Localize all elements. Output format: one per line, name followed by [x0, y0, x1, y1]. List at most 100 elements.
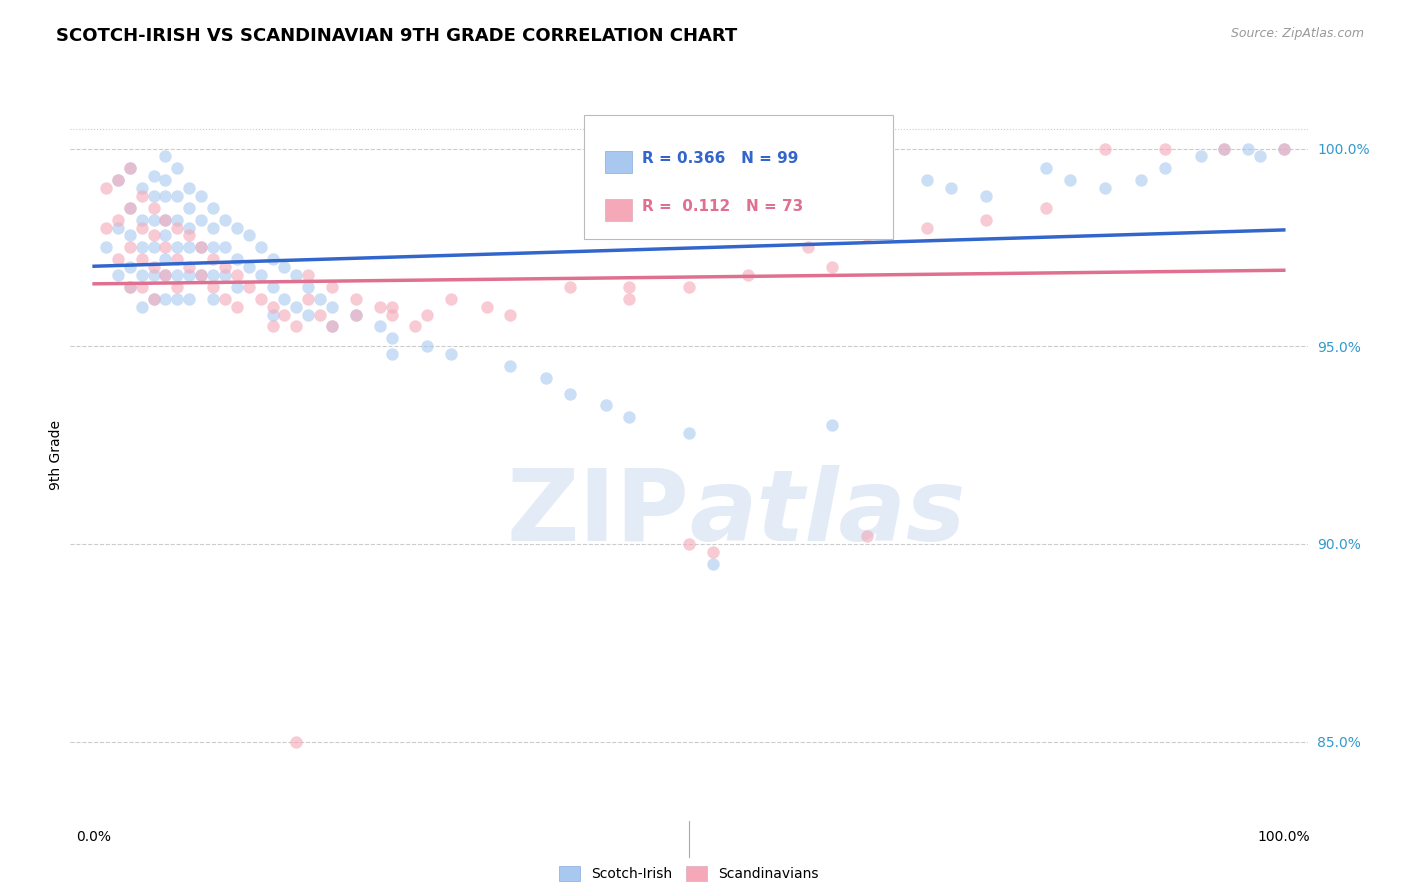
- Point: [1035, 161, 1057, 176]
- Point: [915, 173, 938, 187]
- Point: [416, 308, 439, 322]
- Y-axis label: 9th Grade: 9th Grade: [49, 420, 63, 490]
- Point: [166, 252, 188, 267]
- Point: [225, 300, 247, 314]
- Point: [142, 268, 165, 282]
- Point: [1130, 173, 1153, 187]
- Point: [309, 292, 332, 306]
- Point: [1272, 141, 1295, 155]
- Point: [142, 292, 165, 306]
- Point: [179, 268, 201, 282]
- Point: [118, 240, 141, 254]
- Point: [166, 292, 188, 306]
- Point: [1153, 161, 1175, 176]
- Point: [297, 308, 319, 322]
- Point: [321, 300, 343, 314]
- Point: [142, 189, 165, 203]
- Point: [856, 529, 879, 543]
- Point: [238, 280, 260, 294]
- Point: [440, 347, 463, 361]
- Point: [94, 240, 117, 254]
- Point: [225, 220, 247, 235]
- Point: [131, 252, 153, 267]
- Point: [190, 240, 212, 254]
- Point: [321, 280, 343, 294]
- Point: [856, 228, 879, 243]
- Point: [166, 240, 188, 254]
- Point: [179, 201, 201, 215]
- Point: [142, 201, 165, 215]
- Point: [107, 220, 129, 235]
- Point: [238, 228, 260, 243]
- Point: [214, 240, 236, 254]
- Point: [142, 169, 165, 184]
- Text: ZIP: ZIP: [506, 465, 689, 562]
- Point: [344, 292, 367, 306]
- Point: [297, 268, 319, 282]
- Point: [595, 399, 617, 413]
- Point: [107, 252, 129, 267]
- Point: [380, 300, 402, 314]
- Point: [1213, 141, 1236, 155]
- Point: [131, 280, 153, 294]
- Point: [155, 240, 177, 254]
- Point: [558, 386, 581, 401]
- Point: [190, 189, 212, 203]
- Point: [499, 359, 522, 373]
- Point: [118, 280, 141, 294]
- Point: [202, 220, 225, 235]
- Point: [142, 228, 165, 243]
- Point: [1094, 141, 1116, 155]
- Point: [309, 308, 332, 322]
- Text: Source: ZipAtlas.com: Source: ZipAtlas.com: [1230, 27, 1364, 40]
- Point: [262, 308, 284, 322]
- Point: [225, 280, 247, 294]
- Point: [821, 260, 844, 274]
- Point: [619, 292, 641, 306]
- Point: [321, 319, 343, 334]
- Point: [273, 308, 295, 322]
- Point: [1249, 149, 1271, 163]
- Point: [262, 319, 284, 334]
- Text: atlas: atlas: [689, 465, 966, 562]
- Point: [190, 268, 212, 282]
- Point: [179, 220, 201, 235]
- Point: [179, 240, 201, 254]
- Point: [702, 557, 724, 571]
- Point: [118, 161, 141, 176]
- Point: [678, 280, 700, 294]
- Point: [262, 280, 284, 294]
- Point: [166, 280, 188, 294]
- Point: [166, 212, 188, 227]
- Point: [179, 181, 201, 195]
- Point: [202, 201, 225, 215]
- Point: [475, 300, 498, 314]
- Point: [155, 228, 177, 243]
- Point: [297, 280, 319, 294]
- Point: [440, 292, 463, 306]
- Point: [142, 260, 165, 274]
- Point: [321, 319, 343, 334]
- Point: [285, 268, 308, 282]
- Point: [976, 189, 998, 203]
- Point: [939, 181, 962, 195]
- Point: [190, 268, 212, 282]
- Point: [249, 240, 271, 254]
- Legend: Scotch-Irish, Scandinavians: Scotch-Irish, Scandinavians: [554, 861, 824, 887]
- Point: [107, 173, 129, 187]
- Point: [285, 734, 308, 748]
- Point: [190, 240, 212, 254]
- Point: [797, 240, 820, 254]
- Point: [238, 260, 260, 274]
- Point: [202, 292, 225, 306]
- Point: [262, 300, 284, 314]
- Point: [131, 268, 153, 282]
- Point: [225, 252, 247, 267]
- Text: R = 0.366   N = 99: R = 0.366 N = 99: [643, 151, 799, 166]
- Point: [380, 308, 402, 322]
- Point: [107, 212, 129, 227]
- Point: [404, 319, 426, 334]
- Point: [131, 300, 153, 314]
- Point: [619, 280, 641, 294]
- Point: [344, 308, 367, 322]
